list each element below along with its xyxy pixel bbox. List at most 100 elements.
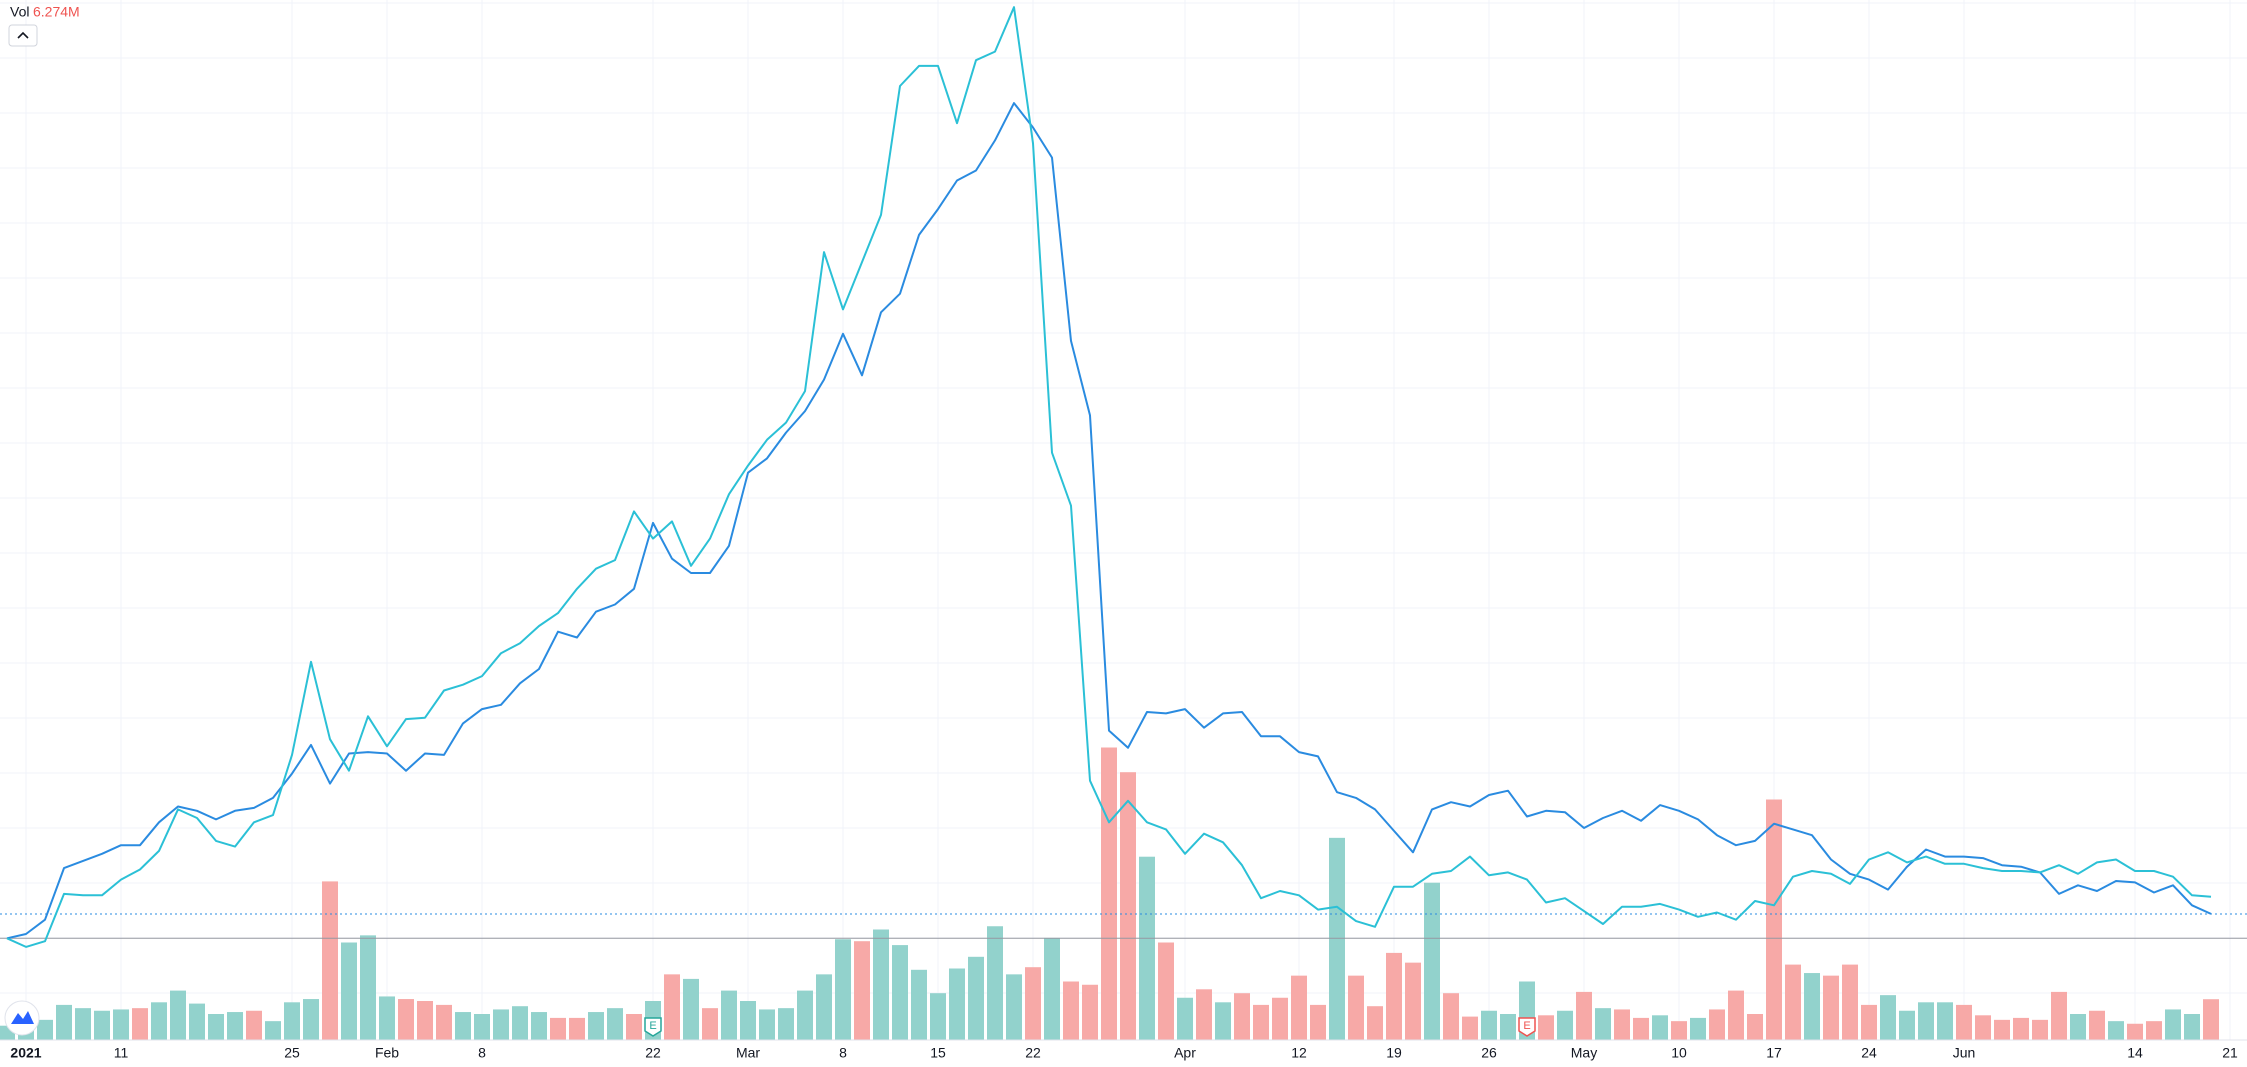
series-line [6,6,2212,948]
volume-bar [398,999,414,1040]
volume-bar [1994,1019,2010,1040]
volume-bar [1899,1010,1915,1040]
logo-mark[interactable] [11,1011,34,1024]
x-tick-label: Mar [736,1045,760,1061]
x-tick-label: 2021 [10,1045,41,1061]
volume-bar [189,1003,205,1040]
volume-bar [1424,882,1440,1040]
volume-bar [892,945,908,1040]
x-tick-label: Feb [375,1045,399,1061]
volume-bar [1804,973,1820,1040]
volume-bar [1405,962,1421,1040]
volume-bar [2203,999,2219,1040]
volume-bar [835,939,851,1040]
event-label: E [1523,1020,1530,1032]
collapse-button-box[interactable] [8,24,38,47]
volume-bar [208,1014,224,1040]
volume-bar [170,990,186,1040]
x-tick-label: 12 [1291,1045,1307,1061]
volume-bars [0,747,2219,1040]
volume-bar [550,1017,566,1040]
volume-bar [417,1001,433,1040]
volume-bar [227,1012,243,1040]
x-tick-label: 22 [1025,1045,1041,1061]
volume-bar [1937,1002,1953,1040]
x-tick-label: 11 [114,1045,129,1061]
volume-bar [1253,1004,1269,1040]
volume-bar [797,990,813,1040]
volume-bar [1918,1002,1934,1040]
event-label: E [649,1020,656,1032]
volume-bar [1234,993,1250,1040]
volume-bar [379,996,395,1040]
x-tick-label: 17 [1766,1045,1782,1061]
volume-bar [75,1008,91,1040]
volume-bar [1443,993,1459,1040]
volume-bar [987,926,1003,1040]
x-tick-label: May [1571,1045,1597,1061]
volume-bar [759,1009,775,1040]
volume-bar [1462,1016,1478,1040]
volume-bar [930,993,946,1040]
x-tick-label: 26 [1481,1045,1497,1061]
volume-bar [968,956,984,1040]
volume-bar [569,1017,585,1040]
volume-bar [1785,964,1801,1040]
volume-bar [2089,1010,2105,1040]
volume-bar [1367,1006,1383,1040]
collapse-button[interactable] [8,24,38,47]
volume-bar [1139,856,1155,1040]
x-tick-label: 24 [1861,1045,1877,1061]
x-tick-label: 8 [478,1045,486,1061]
volume-bar [1614,1009,1630,1040]
volume-bar [778,1008,794,1040]
x-tick-label: 10 [1671,1045,1687,1061]
volume-bar [949,968,965,1040]
volume-bar [1709,1009,1725,1040]
volume-bar [284,1002,300,1040]
x-tick-label: Jun [1953,1045,1976,1061]
volume-bar [911,969,927,1040]
volume-bar [2013,1017,2029,1040]
x-tick-label: 14 [2127,1045,2143,1061]
volume-bar [2070,1014,2086,1040]
volume-bar [531,1012,547,1040]
volume-bar [94,1010,110,1040]
volume-bar [2032,1019,2048,1040]
volume-bar [1082,984,1098,1040]
volume-bar [1177,997,1193,1040]
logo[interactable] [4,1000,40,1036]
volume-bar [1158,942,1174,1040]
volume-bar [2127,1023,2143,1040]
collapse-icon[interactable] [17,31,29,39]
volume-bar [1120,772,1136,1040]
volume-bar [455,1012,471,1040]
volume-bar [1215,1002,1231,1040]
volume-bar [740,1001,756,1040]
volume-name: Vol [10,4,29,20]
volume-bar [664,974,680,1040]
x-tick-label: 15 [930,1045,946,1061]
volume-bar [1006,974,1022,1040]
volume-bar [1348,975,1364,1040]
volume-bar [2051,991,2067,1040]
volume-bar [1025,967,1041,1040]
event-shield [1518,1017,1536,1037]
volume-bar [151,1002,167,1040]
volume-bar [1481,1010,1497,1040]
volume-bar [303,999,319,1040]
series-line [6,102,2212,940]
volume-bar [816,974,832,1040]
volume-bar [360,935,376,1040]
volume-bar [1842,964,1858,1040]
volume-bar [2146,1021,2162,1040]
volume-bar [1880,995,1896,1040]
volume-bar [1310,1004,1326,1040]
volume-bar [436,1004,452,1040]
volume-bar [1538,1015,1554,1040]
volume-bar [1576,991,1592,1040]
volume-bar [341,942,357,1040]
volume-bar [721,990,737,1040]
